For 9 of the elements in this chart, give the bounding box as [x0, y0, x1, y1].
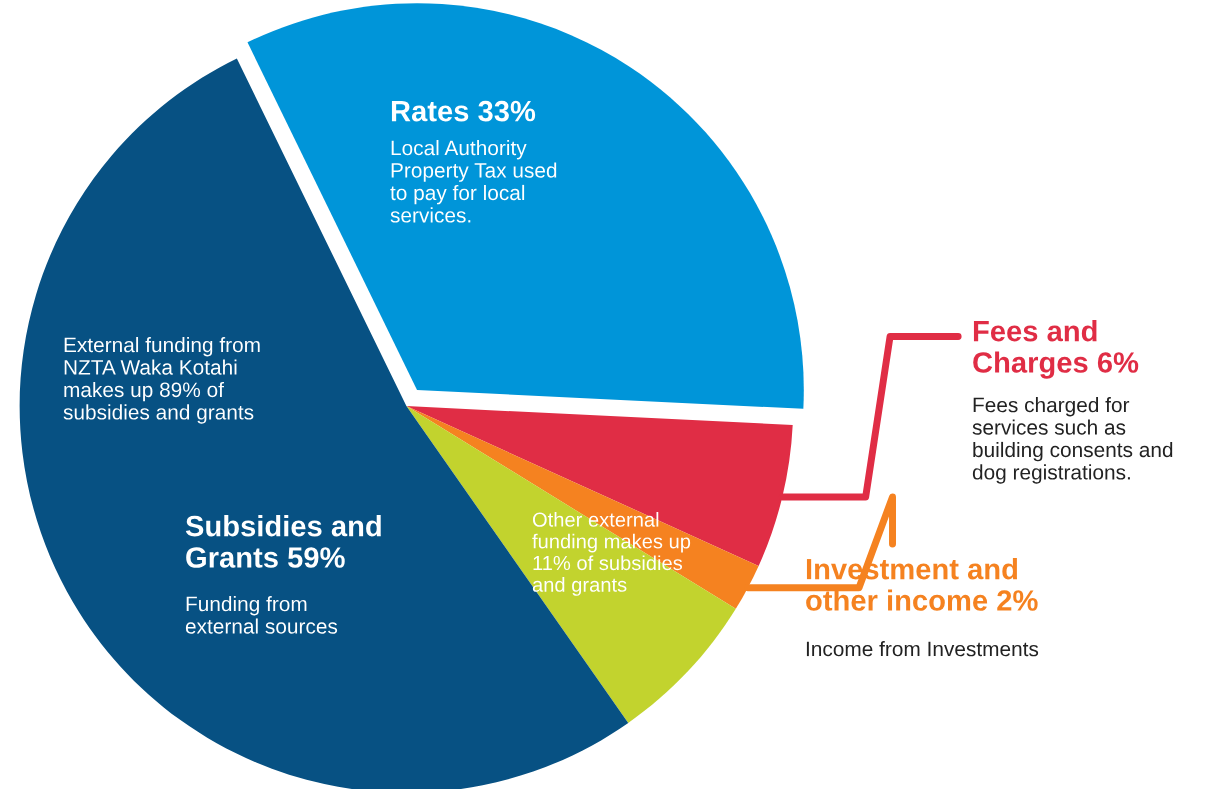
- slice-label: External funding from NZTA Waka Kotahi makes up 89% of subsidies and grants: [63, 337, 260, 424]
- slice-label: Other external funding makes up 11% of subsidies and grants: [532, 512, 691, 596]
- text: Subsidies and Grants 59%: [185, 515, 381, 568]
- text: Local Authority Property Tax used to pay for local services.: [390, 140, 557, 223]
- text: Fees charged for services such as building consents and dog registrations.: [972, 397, 1173, 484]
- slice-label: Rates 33%: [391, 100, 536, 122]
- text: Funding from external sources: [185, 596, 338, 634]
- text: Income from Investments: [806, 641, 1039, 657]
- slice-label: Fees and Charges 6%: [973, 320, 1139, 379]
